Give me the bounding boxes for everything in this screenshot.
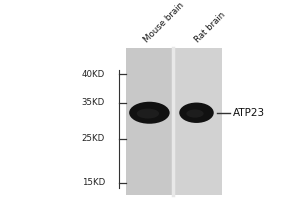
Ellipse shape — [179, 103, 214, 123]
Text: 25KD: 25KD — [82, 134, 105, 143]
Ellipse shape — [129, 102, 170, 124]
Text: 35KD: 35KD — [82, 98, 105, 107]
FancyBboxPatch shape — [172, 48, 222, 195]
Text: 40KD: 40KD — [82, 70, 105, 79]
Text: Mouse brain: Mouse brain — [142, 0, 186, 44]
Text: Rat brain: Rat brain — [193, 10, 227, 44]
FancyBboxPatch shape — [126, 48, 172, 195]
Text: ATP23: ATP23 — [232, 108, 265, 118]
Text: 15KD: 15KD — [82, 178, 105, 187]
Ellipse shape — [137, 109, 159, 119]
Ellipse shape — [186, 109, 204, 118]
